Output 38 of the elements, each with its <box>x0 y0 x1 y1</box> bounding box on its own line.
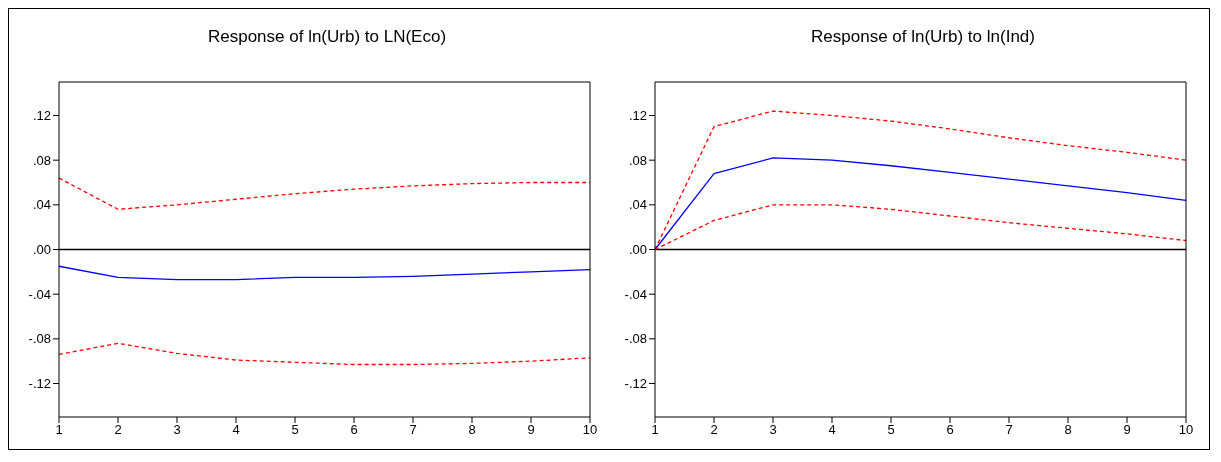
y-tick-label: -.08 <box>28 331 51 347</box>
x-tick-label: 2 <box>710 422 718 438</box>
x-tick-label: 1 <box>55 422 63 438</box>
y-tick-label: .08 <box>32 152 51 168</box>
y-tick-label: -.12 <box>28 376 51 392</box>
x-tick-label: 2 <box>114 422 122 438</box>
y-tick-label: -.04 <box>28 286 51 302</box>
x-tick-label: 3 <box>173 422 181 438</box>
y-tick-label: .04 <box>32 197 51 213</box>
y-tick-label: .12 <box>32 108 51 124</box>
line-series <box>58 342 591 366</box>
y-tick-label: -.04 <box>624 286 647 302</box>
y-tick-label: -.08 <box>624 331 647 347</box>
x-tick-label: 7 <box>409 422 417 438</box>
x-tick-label: 8 <box>468 422 476 438</box>
x-tick-label: 5 <box>887 422 895 438</box>
x-tick-label: 1 <box>651 422 659 438</box>
y-tick-label: -.12 <box>624 376 647 392</box>
x-tick-label: 3 <box>769 422 777 438</box>
x-tick-label: 9 <box>527 422 535 438</box>
x-tick-label: 6 <box>350 422 358 438</box>
y-tick-label: .04 <box>628 197 647 213</box>
chart-title: Response of ln(Urb) to LN(Eco) <box>206 26 448 48</box>
x-tick-label: 8 <box>1064 422 1072 438</box>
x-tick-label: 10 <box>1178 422 1194 438</box>
x-tick-label: 4 <box>828 422 836 438</box>
x-tick-label: 7 <box>1005 422 1013 438</box>
x-tick-label: 4 <box>232 422 240 438</box>
x-tick-label: 6 <box>946 422 954 438</box>
y-tick-label: .12 <box>628 108 647 124</box>
y-tick-label: .08 <box>628 152 647 168</box>
x-tick-label: 9 <box>1123 422 1131 438</box>
y-tick-label: .00 <box>628 242 647 258</box>
x-tick-label: 5 <box>291 422 299 438</box>
x-tick-label: 10 <box>582 422 598 438</box>
y-tick-label: .00 <box>32 242 51 258</box>
line-series <box>58 265 591 281</box>
chart-title: Response of ln(Urb) to ln(Ind) <box>810 26 1036 48</box>
